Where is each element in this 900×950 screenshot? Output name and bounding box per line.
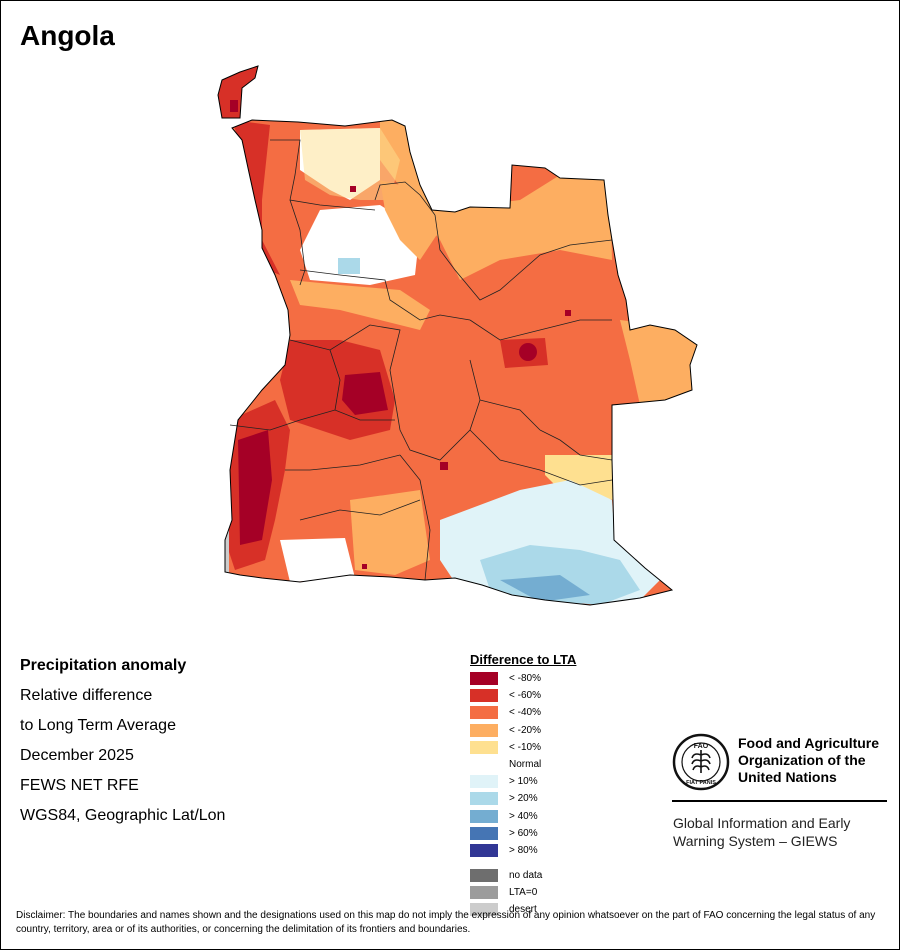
legend-extra-swatch bbox=[470, 886, 498, 900]
west-central-severe-zone bbox=[280, 340, 395, 440]
info-source: FEWS NET RFE bbox=[20, 777, 139, 794]
info-period: December 2025 bbox=[20, 747, 134, 764]
legend-item-swatch bbox=[470, 758, 498, 771]
legend-item-label: < -80% bbox=[509, 673, 541, 684]
cabinda-exclave bbox=[217, 65, 259, 119]
legend-item-swatch bbox=[470, 706, 498, 720]
legend-extra-label: desert bbox=[509, 904, 537, 916]
south-moderate-zone bbox=[350, 490, 430, 575]
ne-moderate-zone bbox=[380, 120, 612, 280]
legend-extra-label: no data bbox=[509, 870, 543, 881]
legend-item-label: > 40% bbox=[509, 810, 538, 822]
fao-logo-motto: FIAT PANIS bbox=[686, 780, 716, 786]
legend-extra-swatch bbox=[470, 903, 498, 917]
coastal-desert-zone bbox=[225, 505, 229, 575]
legend-item-swatch bbox=[470, 809, 498, 823]
legend-item-swatch bbox=[470, 792, 498, 806]
legend-extra-label: LTA=0 bbox=[509, 887, 538, 899]
angola-border bbox=[224, 119, 698, 606]
legend-item-swatch bbox=[470, 826, 498, 840]
legend-item-label: Normal bbox=[509, 759, 542, 770]
fao-logo-letters: FAO bbox=[694, 743, 709, 750]
legend-item-swatch bbox=[470, 844, 498, 857]
legend-item-swatch bbox=[470, 740, 498, 754]
south-central-extreme-dot bbox=[440, 462, 448, 470]
province-boundaries bbox=[229, 139, 613, 581]
legend-item-label: < -60% bbox=[509, 690, 541, 702]
southwest-extreme-zone bbox=[238, 430, 272, 545]
east-central-extreme-patch bbox=[519, 343, 537, 361]
legend-item-label: > 10% bbox=[509, 776, 538, 788]
central-west-extreme-patch bbox=[342, 372, 388, 415]
disclaimer: Disclaimer: The boundaries and names sho… bbox=[16, 910, 876, 935]
legend-item-label: < -10% bbox=[509, 741, 541, 753]
southwest-normal-zone bbox=[280, 538, 355, 582]
legend-item-label: > 60% bbox=[509, 827, 538, 839]
giews-name: Global Information and Early Warning Sys… bbox=[673, 815, 851, 849]
north-light-zone bbox=[300, 128, 400, 200]
north-extreme-dot bbox=[350, 186, 356, 192]
map-title: Angola bbox=[20, 20, 115, 51]
legend-item-swatch bbox=[470, 775, 498, 789]
central-moderate-band bbox=[290, 280, 430, 330]
info-projection: WGS84, Geographic Lat/Lon bbox=[20, 807, 226, 824]
legend-item-swatch bbox=[470, 723, 498, 737]
cabinda-extreme-patch bbox=[230, 100, 238, 112]
legend-item-label: > 80% bbox=[509, 845, 538, 856]
legend-item-label: > 20% bbox=[509, 793, 538, 805]
east-extreme-dot bbox=[565, 310, 571, 316]
angola-anomaly-map bbox=[217, 65, 698, 606]
legend-item-label: < -40% bbox=[509, 707, 541, 719]
legend-item-swatch bbox=[470, 672, 498, 685]
logo-divider bbox=[672, 800, 887, 802]
fao-logo: FAO FIAT PANIS bbox=[672, 733, 730, 791]
north-central-moderate-zone bbox=[380, 180, 440, 260]
south-extreme-dot bbox=[362, 564, 367, 569]
central-north-normal-zone bbox=[300, 205, 420, 285]
legend-item-label: < -20% bbox=[509, 724, 541, 736]
info-line1: Relative difference bbox=[20, 687, 153, 704]
legend-item-swatch bbox=[470, 689, 498, 703]
info-heading: Precipitation anomaly bbox=[20, 657, 187, 674]
fao-name: Food and Agriculture Organization of the… bbox=[738, 735, 880, 785]
south-wet-zone-40 bbox=[500, 575, 590, 602]
legend-title: Difference to LTA bbox=[470, 652, 577, 667]
info-line2: to Long Term Average bbox=[20, 717, 176, 734]
legend-extra-swatch bbox=[470, 869, 498, 882]
east-moderate-zone bbox=[620, 320, 697, 405]
central-north-wet-patch bbox=[338, 258, 360, 274]
